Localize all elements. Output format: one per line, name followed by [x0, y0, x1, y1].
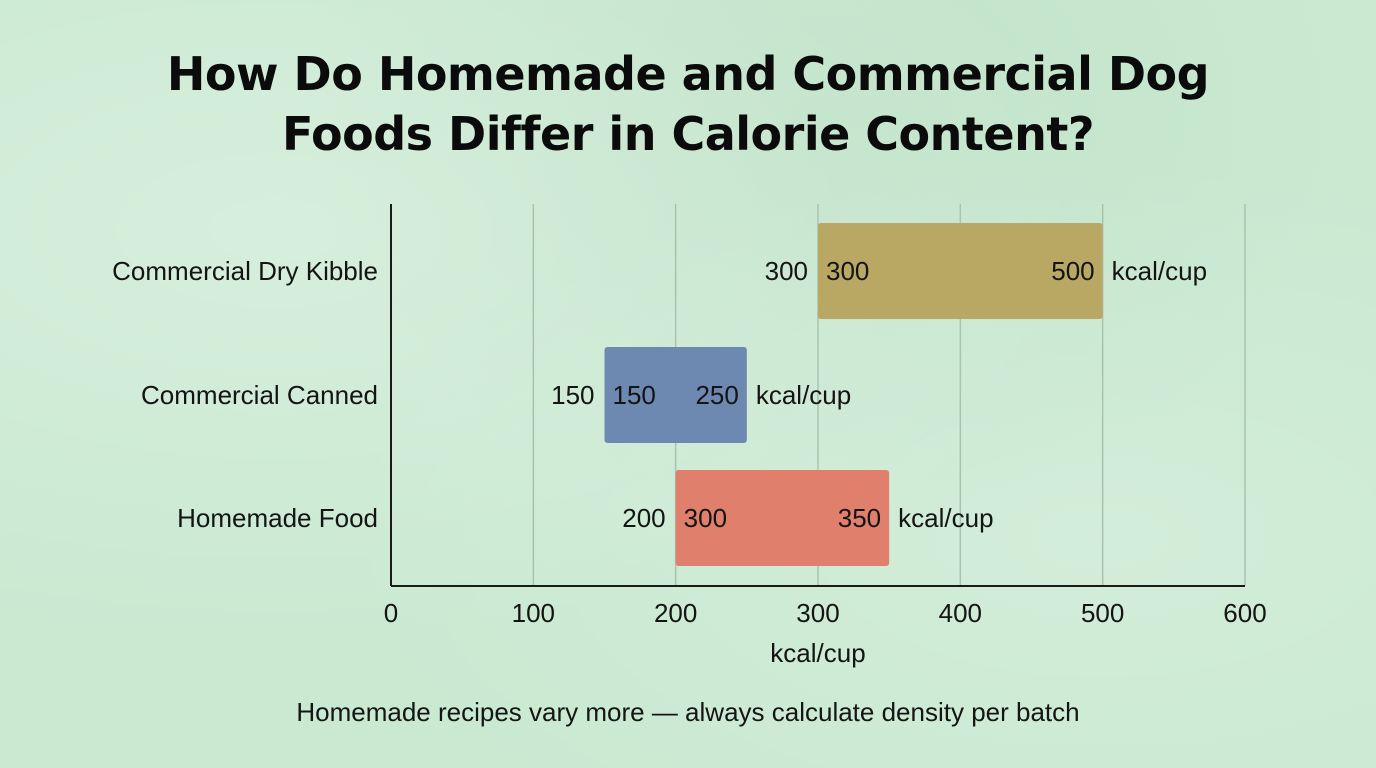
- chart-title-line-2: Foods Differ in Calorie Content?: [281, 107, 1095, 161]
- x-tick-label-500: 500: [1081, 598, 1124, 628]
- bar-homemade-food: [675, 470, 890, 566]
- x-tick-label-400: 400: [939, 598, 982, 628]
- x-axis-label: kcal/cup: [770, 638, 865, 668]
- x-tick-label-200: 200: [654, 598, 697, 628]
- inner-high-label-commercial-canned: 250: [695, 380, 738, 410]
- x-tick-label-600: 600: [1223, 598, 1266, 628]
- axes: 0 100 200 300 400 500 600 kcal/cup: [384, 204, 1267, 668]
- inner-low-label-commercial-canned: 150: [613, 380, 656, 410]
- chart-title-line-1: How Do Homemade and Commercial Dog: [166, 47, 1210, 101]
- chart-caption: Homemade recipes vary more — always calc…: [296, 697, 1080, 727]
- x-tick-label-100: 100: [512, 598, 555, 628]
- inner-low-label-homemade-food: 300: [684, 503, 727, 533]
- category-label-commercial-canned: Commercial Canned: [141, 380, 378, 410]
- x-tick-label-0: 0: [384, 598, 398, 628]
- x-tick-label-300: 300: [796, 598, 839, 628]
- category-label-homemade-food: Homemade Food: [177, 503, 378, 533]
- outer-low-label-homemade-food: 200: [622, 503, 665, 533]
- outer-low-label-commercial-dry-kibble: 300: [765, 256, 808, 286]
- outer-low-label-commercial-canned: 150: [551, 380, 594, 410]
- inner-high-label-commercial-dry-kibble: 500: [1051, 256, 1094, 286]
- chart-title: How Do Homemade and Commercial Dog Foods…: [0, 44, 1376, 164]
- bar-commercial-canned: [604, 347, 747, 443]
- inner-low-label-commercial-dry-kibble: 300: [826, 256, 869, 286]
- bar-commercial-dry-kibble: [818, 223, 1103, 319]
- labels: Commercial Dry Kibble 300 300 500 kcal/cup Co…: [112, 256, 1207, 533]
- inner-high-label-homemade-food: 350: [838, 503, 881, 533]
- unit-label-homemade-food: kcal/cup: [898, 503, 993, 533]
- category-label-commercial-dry-kibble: Commercial Dry Kibble: [112, 256, 378, 286]
- unit-label-commercial-canned: kcal/cup: [756, 380, 851, 410]
- unit-label-commercial-dry-kibble: kcal/cup: [1112, 256, 1207, 286]
- bars: [604, 223, 1103, 566]
